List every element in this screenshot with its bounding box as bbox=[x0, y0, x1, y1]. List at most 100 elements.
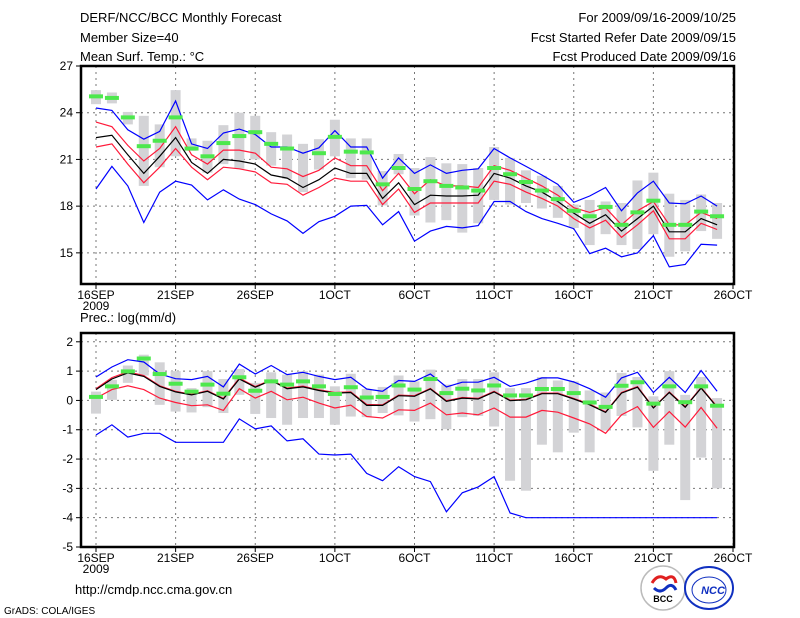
ensemble-range-bar bbox=[329, 386, 340, 425]
observed-mark bbox=[168, 115, 183, 120]
observed-mark bbox=[518, 393, 533, 398]
observed-mark bbox=[630, 380, 645, 385]
ensemble-range-bar bbox=[250, 115, 261, 160]
observed-mark bbox=[343, 149, 358, 154]
observed-mark bbox=[534, 188, 549, 193]
observed-mark bbox=[487, 383, 502, 388]
ensemble-range-bar bbox=[696, 376, 707, 458]
y-tick-label: 0 bbox=[66, 393, 73, 407]
ensemble-range-bar bbox=[568, 204, 579, 228]
observed-mark bbox=[391, 383, 406, 388]
ensemble-range-bar bbox=[345, 373, 356, 417]
y-tick-label: 15 bbox=[60, 246, 74, 260]
observed-mark bbox=[104, 384, 119, 389]
y-tick-label: 21 bbox=[60, 152, 74, 166]
observed-mark bbox=[359, 395, 374, 400]
observed-mark bbox=[550, 386, 565, 391]
observed-mark bbox=[662, 222, 677, 227]
ensemble-range-bar bbox=[425, 369, 436, 420]
x-tick-label: 6OCT bbox=[398, 288, 431, 302]
series-line-ensemble-mean bbox=[95, 372, 718, 414]
x-tick-label: 21OCT bbox=[634, 551, 673, 565]
x-tick-label: 1OCT bbox=[319, 551, 352, 565]
ensemble-range-bar bbox=[393, 153, 404, 175]
ensemble-range-bar bbox=[584, 390, 595, 453]
variable-label: Mean Surf. Temp.: °C bbox=[80, 49, 204, 64]
x-tick-label: 26OCT bbox=[714, 288, 753, 302]
ensemble-range-bar bbox=[505, 157, 516, 205]
x-tick-label: 11OCT bbox=[475, 288, 513, 302]
y-tick-label: 1 bbox=[66, 364, 73, 378]
forecast-produced-date: Fcst Produced Date 2009/09/16 bbox=[552, 49, 736, 64]
observed-mark bbox=[630, 210, 645, 215]
member-size: Member Size=40 bbox=[80, 30, 179, 45]
observed-mark bbox=[375, 394, 390, 399]
ensemble-range-bar bbox=[568, 381, 579, 433]
y-tick-label: 18 bbox=[60, 199, 74, 213]
ensemble-range-bar bbox=[138, 115, 149, 186]
ensemble-range-bar bbox=[122, 365, 133, 383]
observed-mark bbox=[550, 197, 565, 202]
ncc-logo: NCC bbox=[684, 566, 734, 610]
observed-mark bbox=[614, 222, 629, 227]
observed-mark bbox=[646, 198, 661, 203]
observed-mark bbox=[136, 144, 151, 149]
x-tick-sublabel: 2009 bbox=[83, 299, 110, 313]
observed-mark bbox=[503, 393, 518, 398]
ensemble-range-bar bbox=[584, 199, 595, 246]
ensemble-range-bar bbox=[520, 388, 531, 491]
ensemble-range-bar bbox=[234, 369, 245, 395]
ensemble-range-bar bbox=[138, 354, 149, 376]
observed-mark bbox=[248, 388, 263, 393]
observed-mark bbox=[471, 188, 486, 193]
observed-mark bbox=[694, 384, 709, 389]
observed-mark bbox=[646, 401, 661, 406]
x-tick-sublabel: 2009 bbox=[83, 562, 110, 576]
figure-title: DERF/NCC/BCC Monthly Forecast bbox=[80, 10, 282, 25]
ensemble-range-bar bbox=[361, 388, 372, 418]
observed-mark bbox=[296, 379, 311, 384]
observed-mark bbox=[264, 379, 279, 384]
ensemble-range-bar bbox=[298, 143, 309, 193]
observed-mark bbox=[566, 208, 581, 213]
x-tick-label: 21SEP bbox=[157, 288, 194, 302]
ensemble-range-bar bbox=[632, 180, 643, 249]
x-tick-label: 6OCT bbox=[398, 551, 431, 565]
observed-mark bbox=[311, 384, 326, 389]
observed-mark bbox=[89, 394, 103, 399]
observed-mark bbox=[582, 214, 597, 219]
series-line-lower-blue bbox=[95, 418, 718, 519]
x-tick-label: 16OCT bbox=[554, 551, 593, 565]
observed-mark bbox=[614, 383, 629, 388]
series-line-lower-red bbox=[95, 143, 718, 240]
ensemble-range-bar bbox=[664, 371, 675, 445]
observed-mark bbox=[375, 182, 390, 187]
plot-frame bbox=[79, 331, 736, 549]
y-tick-label: 27 bbox=[60, 59, 74, 73]
ensemble-range-bar bbox=[680, 394, 691, 501]
ensemble-range-bar bbox=[616, 372, 627, 416]
ensemble-range-bar bbox=[425, 157, 436, 223]
observed-mark bbox=[343, 385, 358, 390]
observed-mark bbox=[152, 138, 167, 143]
x-tick-label: 16SEP bbox=[77, 288, 114, 302]
ensemble-range-bar bbox=[266, 132, 277, 166]
y-tick-label: -3 bbox=[62, 481, 73, 495]
bcc-logo: BCC bbox=[640, 565, 686, 611]
x-tick-label: 21OCT bbox=[634, 288, 673, 302]
series-line-upper-red bbox=[95, 121, 718, 226]
ensemble-range-bar bbox=[409, 167, 420, 216]
ensemble-range-bar bbox=[154, 362, 165, 405]
ensemble-range-bar bbox=[234, 112, 245, 169]
ensemble-range-bar bbox=[377, 171, 388, 206]
observed-mark bbox=[678, 222, 693, 227]
ensemble-range-bar bbox=[298, 371, 309, 419]
ensemble-range-bar bbox=[712, 398, 723, 489]
observed-mark bbox=[359, 150, 374, 155]
ensemble-range-bar bbox=[409, 381, 420, 422]
observed-mark bbox=[152, 372, 167, 377]
ensemble-range-bar bbox=[377, 386, 388, 414]
ensemble-range-bar bbox=[473, 379, 484, 416]
